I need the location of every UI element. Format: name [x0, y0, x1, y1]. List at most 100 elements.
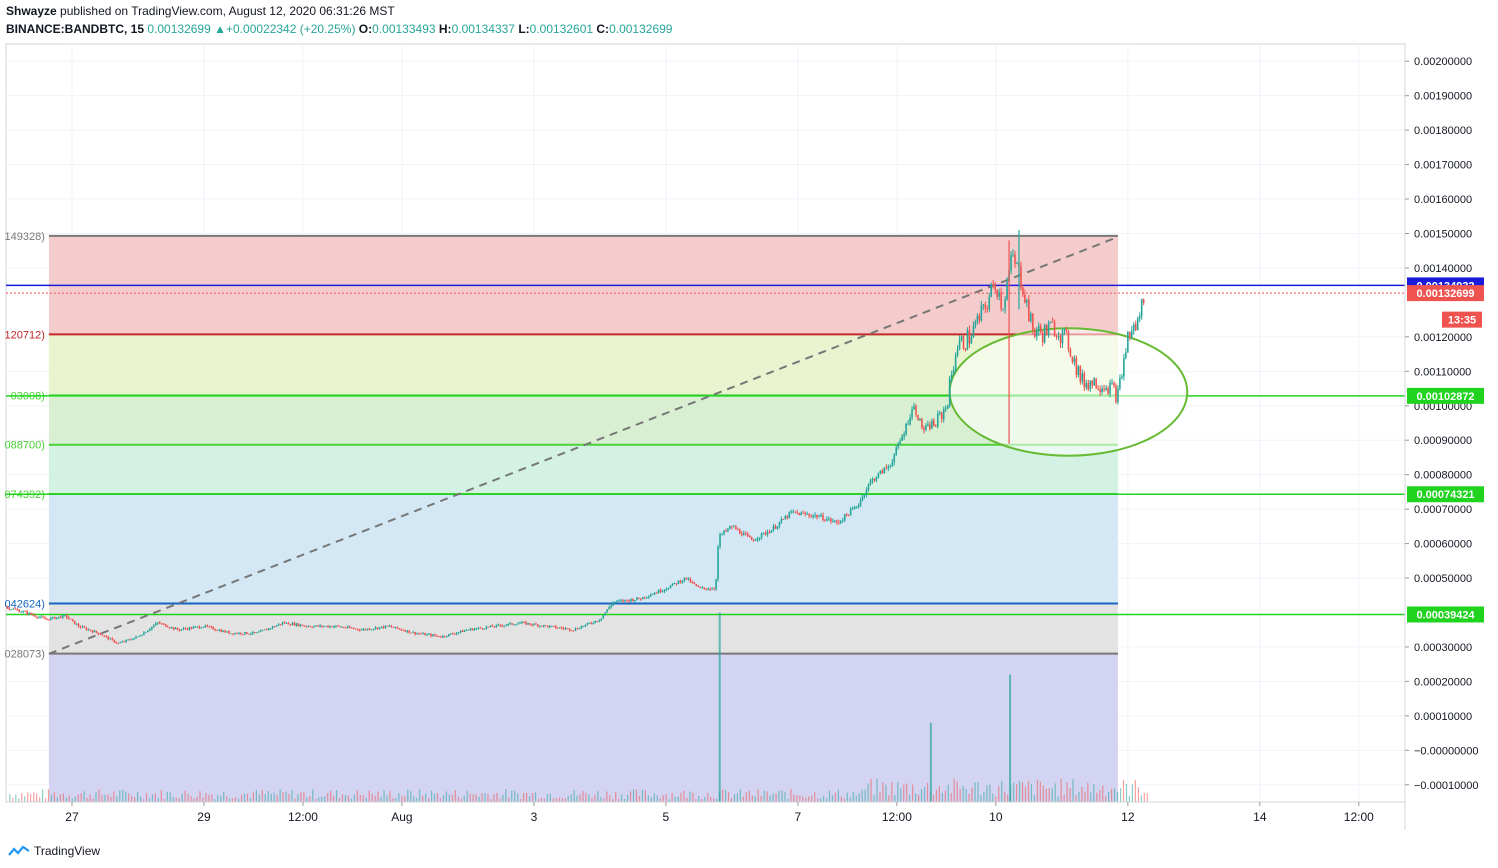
candle-body — [554, 626, 557, 628]
volume-bar — [867, 783, 869, 802]
volume-bar — [742, 796, 744, 802]
candle-body — [541, 625, 543, 627]
candle-body — [117, 642, 119, 644]
candle-body — [895, 447, 898, 455]
volume-bar — [677, 796, 679, 802]
candle-body — [489, 625, 492, 627]
candle-body — [998, 292, 1000, 297]
candle-body — [800, 512, 802, 516]
volume-bar — [1007, 794, 1009, 802]
candle-body — [333, 626, 335, 628]
candle-body — [566, 628, 569, 630]
candle-body — [636, 597, 638, 601]
candle-body — [871, 478, 874, 481]
candle-body — [651, 594, 654, 596]
candle-body — [463, 630, 466, 632]
candle-body — [982, 304, 985, 306]
close-value: 0.00132699 — [609, 22, 673, 36]
volume-bar — [392, 798, 394, 802]
volume-bar — [122, 789, 124, 802]
symbol-name[interactable]: BINANCE:BANDBTC, 15 — [6, 22, 145, 36]
candle-body — [1049, 321, 1052, 324]
candle-body — [517, 623, 519, 625]
candle-body — [438, 635, 440, 637]
candle-body — [616, 600, 618, 602]
volume-bar — [190, 796, 192, 802]
fib-zone — [48, 494, 1118, 604]
candle-body — [952, 369, 955, 375]
volume-bar — [894, 794, 896, 802]
candle-body — [1097, 388, 1099, 390]
candle-body — [202, 627, 205, 628]
candle-body — [873, 478, 876, 481]
candle-body — [38, 617, 40, 618]
candle-body — [826, 519, 828, 521]
candle-body — [250, 633, 252, 635]
candle-body — [1079, 366, 1082, 382]
candle-body — [6, 607, 9, 609]
candle-body — [398, 628, 401, 630]
candle-body — [857, 505, 860, 507]
candle-body — [1125, 352, 1127, 358]
volume-bar — [457, 796, 459, 802]
candle-body — [212, 627, 215, 630]
candle-body — [87, 629, 90, 631]
candle-body — [667, 588, 670, 590]
volume-bar — [724, 790, 727, 802]
volume-bar — [359, 795, 361, 802]
candle-body — [782, 519, 785, 520]
volume-bar — [912, 784, 914, 802]
candle-body — [899, 440, 901, 444]
candle-body — [792, 511, 795, 513]
candle-body — [855, 506, 858, 508]
candle-body — [996, 289, 998, 297]
volume-bar — [374, 795, 376, 802]
volume-bar — [909, 794, 911, 802]
tradingview-footer[interactable]: TradingView — [8, 842, 100, 860]
candle-body — [59, 616, 62, 618]
volume-bar — [1063, 794, 1065, 802]
candle-body — [1051, 321, 1054, 323]
volume-bar — [629, 791, 632, 802]
volume-bar — [1081, 786, 1083, 802]
volume-bar — [876, 778, 878, 802]
candle-body — [497, 624, 500, 626]
author-name[interactable]: Shwayze — [6, 4, 57, 18]
candle-body — [208, 626, 211, 628]
candle-body — [731, 526, 733, 528]
candle-body — [863, 494, 866, 496]
candle-body — [131, 639, 133, 641]
volume-bar — [582, 791, 584, 802]
candle-body — [34, 615, 36, 617]
volume-bar — [1105, 796, 1107, 802]
volume-bar — [368, 790, 370, 802]
candle-body — [744, 533, 747, 535]
candle-body — [936, 413, 939, 427]
candle-body — [499, 624, 502, 626]
volume-bar — [695, 799, 697, 802]
candle-body — [564, 628, 567, 630]
candle-body — [655, 592, 658, 594]
candle-body — [925, 426, 927, 430]
volume-bar — [754, 796, 756, 802]
candle-body — [762, 532, 765, 534]
candle-body — [1071, 356, 1074, 363]
volume-bar — [291, 790, 293, 802]
candle-body — [626, 599, 628, 601]
candle-body — [570, 630, 573, 632]
time-tick-label: 12 — [1121, 810, 1135, 824]
volume-bar — [748, 791, 750, 802]
volume-bar — [891, 782, 893, 802]
volume-bar — [671, 792, 673, 802]
volume-bar — [169, 792, 171, 802]
volume-bar — [763, 790, 765, 802]
volume-bar — [517, 793, 519, 802]
volume-bar — [116, 796, 118, 802]
candle-body — [196, 626, 199, 628]
volume-bar — [624, 799, 626, 802]
candle-body — [687, 578, 690, 580]
volume-bar — [1004, 791, 1006, 802]
candle-body — [267, 628, 270, 630]
volume-bar — [148, 798, 151, 802]
